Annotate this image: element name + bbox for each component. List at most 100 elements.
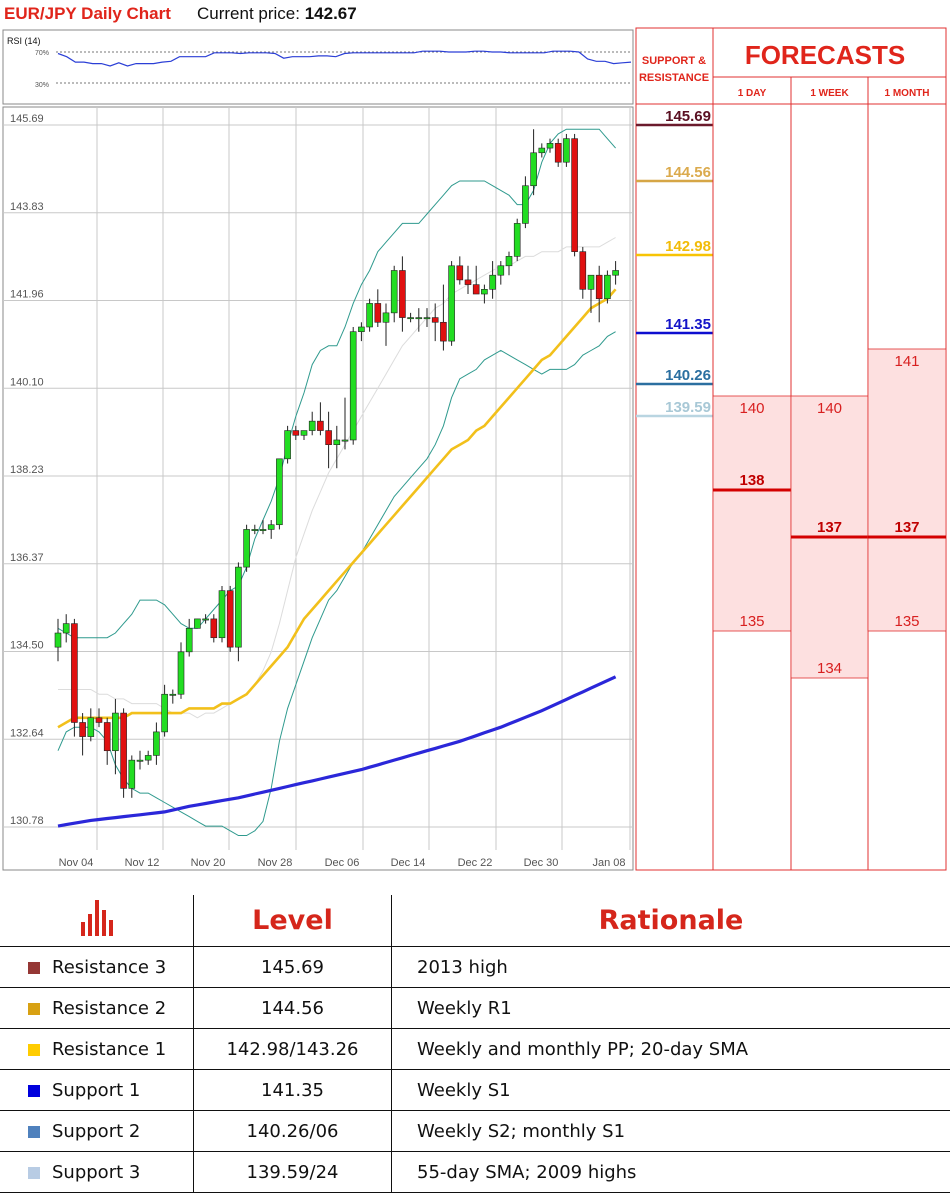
current-price: Current price: 142.67 bbox=[197, 4, 357, 24]
candle bbox=[62, 614, 70, 643]
candle-body bbox=[54, 632, 62, 648]
candle bbox=[489, 261, 496, 299]
candle bbox=[554, 138, 562, 167]
candle bbox=[71, 618, 78, 737]
candle-body bbox=[349, 331, 357, 441]
table-header-row: Level Rationale bbox=[0, 895, 950, 947]
chart-area: RSI (14) 70% 30% 145.69 143.83 141.96 140.1… bbox=[2, 27, 947, 871]
candle bbox=[579, 246, 587, 299]
forecast-low: 135 bbox=[739, 613, 764, 630]
rsi-line bbox=[57, 50, 632, 67]
candle bbox=[317, 402, 324, 436]
forecast-high: 141 bbox=[894, 353, 919, 370]
candle bbox=[243, 524, 250, 572]
rsi-label: RSI (14) bbox=[7, 36, 41, 46]
candle-body bbox=[218, 590, 226, 639]
candle bbox=[169, 689, 177, 704]
bar-chart-icon bbox=[80, 900, 113, 936]
level-rationale: Weekly and monthly PP; 20-day SMA bbox=[391, 1028, 950, 1070]
level-rationale: Weekly S2; monthly S1 bbox=[391, 1110, 950, 1152]
y-tick-label: 143.83 bbox=[10, 201, 44, 213]
candle-body bbox=[161, 693, 168, 733]
x-tick-label: Dec 30 bbox=[524, 857, 559, 869]
candle bbox=[423, 308, 431, 327]
candle bbox=[513, 218, 521, 262]
level-rationale: Weekly S1 bbox=[391, 1069, 950, 1111]
candle bbox=[144, 750, 152, 765]
candle bbox=[415, 308, 423, 332]
level-value: 144.56 bbox=[193, 987, 392, 1029]
sr-level-label: 141.35 bbox=[665, 316, 711, 333]
candle-body bbox=[276, 458, 283, 526]
x-tick-label: Dec 22 bbox=[458, 857, 493, 869]
table-row: Resistance 1 142.98/143.26 Weekly and mont… bbox=[0, 1028, 950, 1070]
candle-body bbox=[79, 722, 86, 737]
candle bbox=[587, 274, 595, 313]
candle bbox=[112, 698, 119, 775]
candle-body bbox=[120, 712, 127, 789]
level-value: 141.35 bbox=[193, 1069, 392, 1111]
candle bbox=[276, 458, 283, 530]
table-row: Support 1 141.35 Weekly S1 bbox=[0, 1069, 950, 1111]
forecast-range bbox=[867, 348, 947, 632]
x-tick-label: Nov 28 bbox=[258, 857, 293, 869]
candle bbox=[251, 524, 259, 535]
candle bbox=[226, 585, 234, 652]
candle bbox=[563, 133, 570, 167]
candle-body bbox=[554, 143, 562, 163]
candle-body bbox=[472, 284, 480, 295]
level-name: Resistance 3 bbox=[0, 946, 194, 988]
candle-body bbox=[317, 420, 324, 431]
candle-body bbox=[546, 143, 554, 149]
sr-level-label: 139.59 bbox=[665, 399, 711, 416]
candle-body bbox=[497, 265, 505, 276]
level-swatch bbox=[28, 1125, 40, 1138]
candle bbox=[136, 750, 144, 770]
candle-body bbox=[407, 317, 414, 320]
table-row: Resistance 2 144.56 Weekly R1 bbox=[0, 987, 950, 1029]
candle bbox=[87, 708, 95, 742]
candle bbox=[153, 722, 160, 765]
candle bbox=[595, 265, 603, 323]
candle-body bbox=[325, 430, 332, 445]
candle bbox=[612, 261, 619, 285]
candle bbox=[54, 618, 62, 662]
level-name-text: Resistance 1 bbox=[52, 1038, 167, 1060]
forecast-median: 138 bbox=[739, 472, 764, 489]
candle-body bbox=[226, 590, 234, 648]
candle-body bbox=[341, 439, 349, 442]
forecast-high: 140 bbox=[817, 400, 842, 417]
candle bbox=[366, 298, 373, 332]
sr-level-label: 140.26 bbox=[665, 367, 711, 384]
level-name-text: Resistance 3 bbox=[52, 956, 167, 978]
level-value: 142.98/143.26 bbox=[193, 1028, 392, 1070]
candle-body bbox=[522, 185, 529, 224]
candle bbox=[358, 322, 365, 342]
candle-body bbox=[538, 147, 546, 154]
candle-body bbox=[456, 265, 464, 281]
candle-body bbox=[481, 289, 488, 295]
candle-body bbox=[292, 430, 300, 436]
candle bbox=[505, 251, 513, 276]
candle bbox=[210, 614, 218, 643]
candle-body bbox=[251, 529, 259, 531]
level-value: 145.69 bbox=[193, 946, 392, 988]
level-name-text: Support 3 bbox=[52, 1161, 141, 1183]
sr-header-line2: RESISTANCE bbox=[639, 72, 709, 84]
candle-body bbox=[284, 430, 291, 460]
candle-body bbox=[194, 618, 201, 629]
candle-body bbox=[153, 731, 160, 756]
level-value: 140.26/06 bbox=[193, 1110, 392, 1152]
candle-body bbox=[202, 618, 209, 621]
level-swatch bbox=[28, 1002, 40, 1015]
candle-body bbox=[440, 321, 447, 342]
candle-body bbox=[128, 759, 136, 789]
forecast-range bbox=[712, 395, 792, 632]
candle bbox=[456, 256, 464, 285]
candle-body bbox=[300, 430, 308, 436]
candle bbox=[530, 129, 537, 196]
candle bbox=[284, 425, 291, 464]
forecast-column-label: 1 MONTH bbox=[885, 88, 930, 99]
candle-body bbox=[415, 317, 423, 320]
y-tick-label: 145.69 bbox=[10, 113, 44, 125]
